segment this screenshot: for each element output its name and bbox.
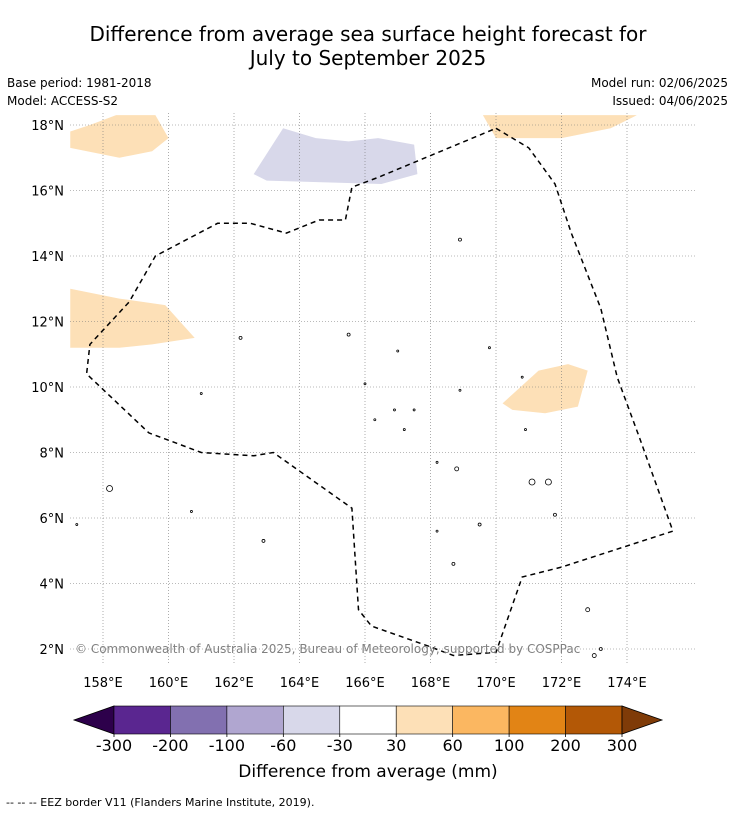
lon-tick-label: 170°E: [476, 676, 516, 691]
eez-border: [85, 127, 674, 657]
colorbar-swatch: [452, 705, 510, 735]
chart-title: Difference from average sea surface heig…: [0, 22, 736, 70]
island-outline: [553, 512, 557, 517]
colorbar-tick-label: -200: [152, 736, 188, 755]
lat-tick-label: 18°N: [31, 119, 64, 134]
colorbar-swatch: [113, 705, 171, 735]
colorbar: [72, 705, 664, 735]
anomaly-patch-5: [253, 128, 418, 184]
title-line-1: Difference from average sea surface heig…: [89, 22, 647, 46]
colorbar-swatch: [283, 705, 341, 735]
lat-tick-label: 8°N: [40, 447, 65, 462]
island-outline: [598, 647, 603, 651]
map-gridlines: [70, 113, 695, 665]
anomaly-patch-1: [70, 115, 169, 158]
lon-tick-label: 174°E: [607, 676, 647, 691]
issued-date: Issued: 04/06/2025: [612, 94, 728, 108]
island-outline: [458, 237, 462, 242]
island-outline: [238, 335, 243, 340]
model-name: Model: ACCESS-S2: [7, 94, 119, 108]
colorbar-label: Difference from average (mm): [238, 762, 498, 782]
island-outline: [435, 529, 439, 533]
colorbar-swatch: [395, 705, 453, 735]
lon-tick-label: 172°E: [542, 676, 582, 691]
latitude-ticks: 2°N 4°N 6°N 8°N 10°N 12°N 14°N 16°N 18°N: [31, 119, 64, 658]
island-outline: [520, 375, 524, 379]
meta-right: Model run: 02/06/2025 Issued: 04/06/2025: [591, 74, 728, 110]
island-outline: [106, 485, 113, 492]
island-outline: [373, 418, 377, 422]
meta-left: Base period: 1981-2018 Model: ACCESS-S2: [7, 74, 152, 110]
anomaly-patch-3: [70, 288, 195, 348]
lat-tick-label: 4°N: [40, 578, 65, 593]
longitude-ticks: 158°E 160°E 162°E 164°E 166°E 168°E 170°E 172°E…: [83, 676, 647, 691]
lat-tick-label: 2°N: [40, 643, 65, 658]
lat-tick-label: 12°N: [31, 316, 64, 331]
lon-tick-label: 162°E: [214, 676, 254, 691]
island-outline: [346, 332, 351, 337]
copyright-text: © Commonwealth of Australia 2025, Bureau…: [75, 642, 580, 656]
colorbar-extend-max: [621, 705, 664, 735]
colorbar-extend-min: [72, 705, 115, 735]
lat-tick-label: 14°N: [31, 250, 64, 265]
island-outline: [393, 408, 396, 412]
colorbar-tick-label: 60: [442, 736, 462, 755]
anomaly-patch-4: [502, 364, 588, 414]
colorbar-swatch: [226, 705, 284, 735]
colorbar-tick-label: -300: [96, 736, 132, 755]
island-outline: [363, 382, 367, 386]
island-outline: [488, 346, 491, 350]
island-outline: [402, 428, 406, 431]
anomaly-patch-2: [482, 115, 637, 139]
base-period: Base period: 1981-2018: [7, 76, 152, 90]
model-run: Model run: 02/06/2025: [590, 76, 728, 90]
island-outline: [435, 460, 439, 464]
island-outline: [412, 408, 416, 412]
island-outline: [396, 349, 400, 353]
colorbar-swatch: [508, 705, 566, 735]
island-outline: [75, 523, 79, 526]
island-outline: [261, 539, 266, 543]
island-outline: [591, 653, 597, 658]
eez-legend: -- -- -- EEZ border V11 (Flanders Marine…: [6, 796, 315, 809]
island-outline: [585, 607, 591, 613]
colorbar-swatch: [565, 705, 623, 735]
island-outline: [454, 466, 460, 472]
island-outline: [524, 428, 527, 431]
title-line-2: July to September 2025: [249, 46, 487, 70]
colorbar-ticks: -300 -200 -100 -60 -30 30 60 100 200 300: [96, 734, 637, 755]
colorbar-tick-label: 200: [550, 736, 581, 755]
island-outline: [528, 478, 536, 486]
lat-tick-label: 6°N: [40, 512, 65, 527]
colorbar-tick-label: -100: [209, 736, 245, 755]
island-outline: [190, 510, 193, 513]
colorbar-swatch: [339, 705, 397, 735]
island-outline: [477, 522, 482, 527]
island-outline: [545, 478, 552, 486]
lon-tick-label: 166°E: [345, 676, 385, 691]
colorbar-tick-label: 300: [607, 736, 638, 755]
colorbar-tick-label: 30: [386, 736, 406, 755]
island-outlines: [75, 237, 603, 658]
lat-tick-label: 16°N: [31, 185, 64, 200]
lon-tick-label: 164°E: [280, 676, 320, 691]
anomaly-patches: [70, 115, 637, 414]
lat-tick-label: 10°N: [31, 381, 64, 396]
colorbar-tick-label: 100: [494, 736, 525, 755]
colorbar-tick-label: -60: [270, 736, 296, 755]
lon-tick-label: 168°E: [411, 676, 451, 691]
colorbar-tick-label: -30: [327, 736, 353, 755]
colorbar-swatch: [170, 705, 228, 735]
island-outline: [458, 388, 462, 392]
lon-tick-label: 158°E: [83, 676, 123, 691]
island-outline: [199, 392, 203, 395]
lon-tick-label: 160°E: [149, 676, 189, 691]
island-outline: [451, 561, 456, 566]
